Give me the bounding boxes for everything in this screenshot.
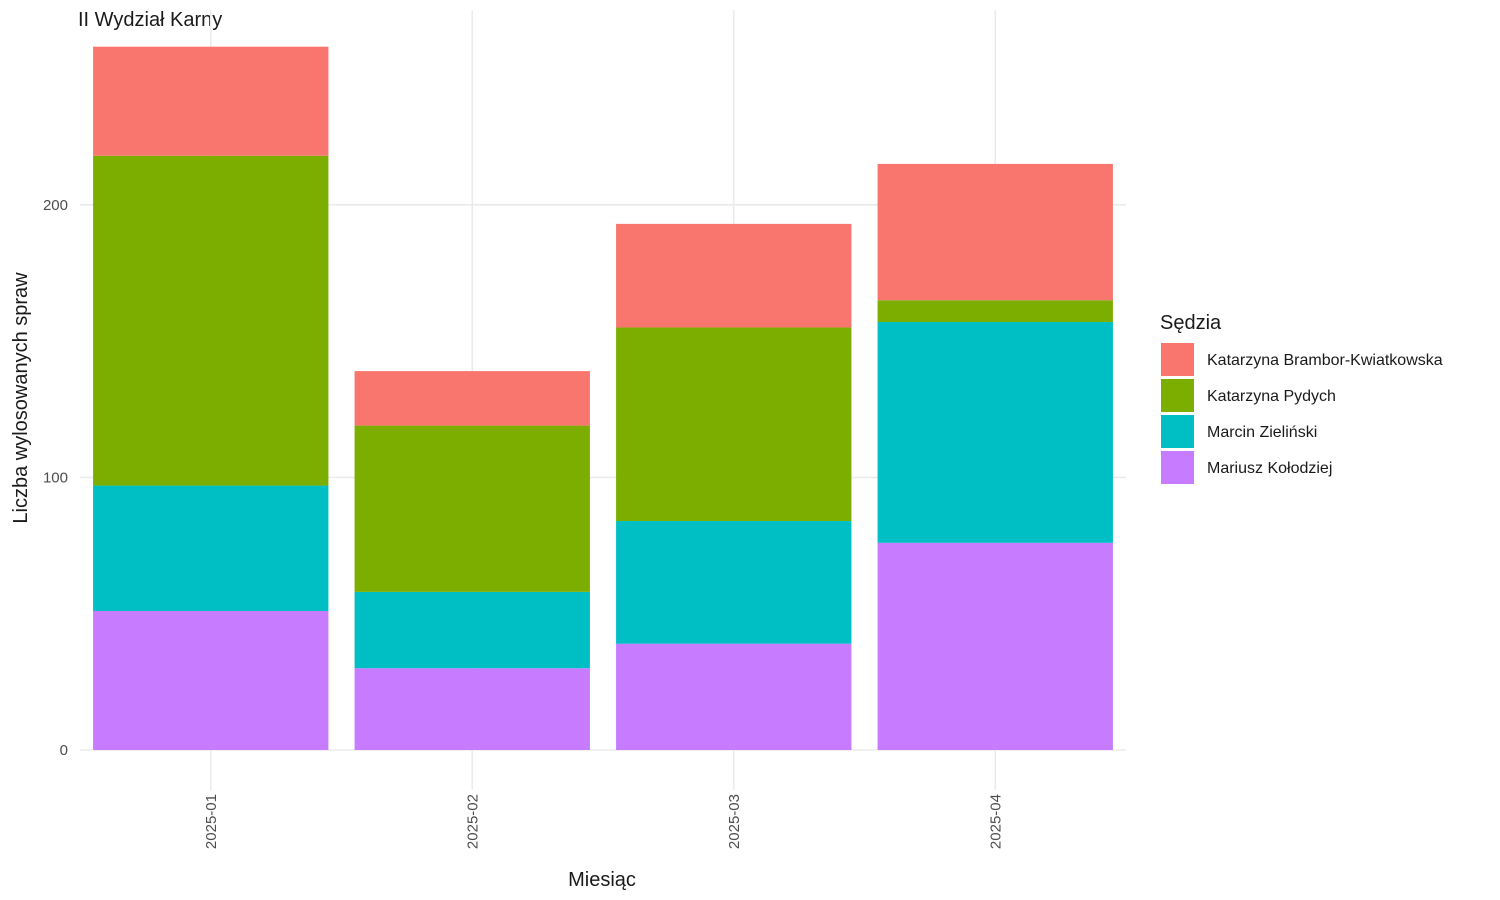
bar-segment <box>877 163 1113 301</box>
bar-segment <box>616 643 852 750</box>
legend: Sędzia Katarzyna Brambor-Kwiatkowska Kata… <box>1160 312 1443 484</box>
legend-label: Marcin Zieliński <box>1207 424 1317 441</box>
y-tick-label: 0 <box>60 742 68 759</box>
bar-segment <box>93 610 329 750</box>
x-tick-label: 2025-03 <box>726 794 743 849</box>
bar-segment <box>877 300 1113 323</box>
legend-key <box>1161 451 1194 484</box>
bar-segment <box>93 485 329 611</box>
bar-segment <box>93 155 329 486</box>
x-tick-label: 2025-02 <box>464 794 481 849</box>
bar-segment <box>616 327 852 522</box>
bar-segment <box>877 542 1113 750</box>
legend-label: Katarzyna Brambor-Kwiatkowska <box>1207 352 1443 369</box>
x-axis-title: Miesiąc <box>568 869 636 891</box>
y-tick-label: 100 <box>43 469 68 486</box>
legend-label: Mariusz Kołodziej <box>1207 460 1332 477</box>
x-tick-label: 2025-01 <box>203 794 220 849</box>
bar-segment <box>616 223 852 328</box>
y-axis-title: Liczba wylosowanych spraw <box>10 272 32 524</box>
bar-segment <box>877 322 1113 543</box>
bar-segment <box>354 425 590 592</box>
legend-label: Katarzyna Pydych <box>1207 388 1336 405</box>
bar-segment <box>93 46 329 156</box>
bar-segment <box>354 668 590 750</box>
x-tick-label: 2025-04 <box>987 794 1004 849</box>
bars <box>93 46 1113 750</box>
legend-key <box>1161 343 1194 376</box>
chart-title: II Wydział Karny <box>78 9 222 31</box>
y-axis-ticks: 0 100 200 <box>43 197 68 759</box>
bar-segment <box>616 521 852 644</box>
bar-segment <box>354 591 590 669</box>
legend-key <box>1161 415 1194 448</box>
legend-key <box>1161 379 1194 412</box>
bar-segment <box>354 371 590 426</box>
x-axis-ticks: 2025-01 2025-02 2025-03 2025-04 <box>203 794 1005 849</box>
legend-title: Sędzia <box>1160 312 1222 334</box>
y-tick-label: 200 <box>43 197 68 214</box>
